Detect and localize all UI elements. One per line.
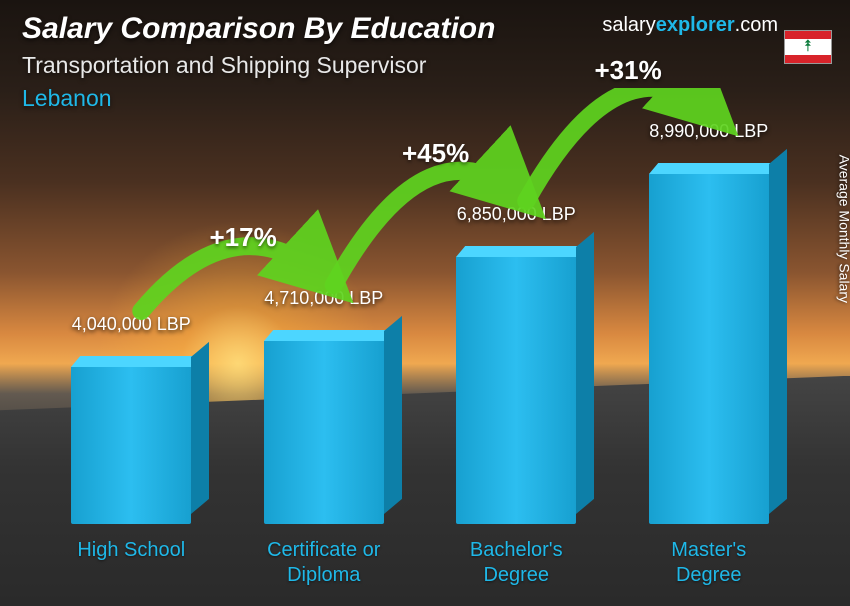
bar <box>456 235 576 524</box>
brand-bold: explorer <box>656 14 735 36</box>
increase-label: +45% <box>402 138 469 169</box>
chart-column: 6,850,000 LBP Bachelor'sDegree <box>425 204 608 588</box>
brand-suffix: .com <box>735 14 778 36</box>
brand-prefix: salary <box>602 14 655 36</box>
brand-logo: salaryexplorer.com <box>602 14 778 37</box>
increase-label: +17% <box>210 222 277 253</box>
bar <box>264 319 384 524</box>
bar <box>71 345 191 524</box>
value-label: 8,990,000 LBP <box>649 121 768 142</box>
bar-chart: 4,040,000 LBP High School 4,710,000 LBP Cer… <box>40 88 800 588</box>
value-label: 6,850,000 LBP <box>457 204 576 225</box>
value-label: 4,040,000 LBP <box>72 314 191 335</box>
category-label: Master'sDegree <box>671 538 746 588</box>
increase-label: +31% <box>595 55 662 86</box>
bar <box>649 152 769 524</box>
value-label: 4,710,000 LBP <box>264 288 383 309</box>
y-axis-label: Average Monthly Salary <box>836 155 850 303</box>
chart-column: 8,990,000 LBP Master'sDegree <box>618 121 801 588</box>
chart-column: 4,040,000 LBP High School <box>40 314 223 588</box>
job-title: Transportation and Shipping Supervisor <box>22 52 828 79</box>
chart-column: 4,710,000 LBP Certificate orDiploma <box>233 288 416 588</box>
category-label: Certificate orDiploma <box>267 538 380 588</box>
category-label: Bachelor'sDegree <box>470 538 563 588</box>
category-label: High School <box>77 538 185 588</box>
country-flag-icon: ⯭ <box>784 30 832 64</box>
